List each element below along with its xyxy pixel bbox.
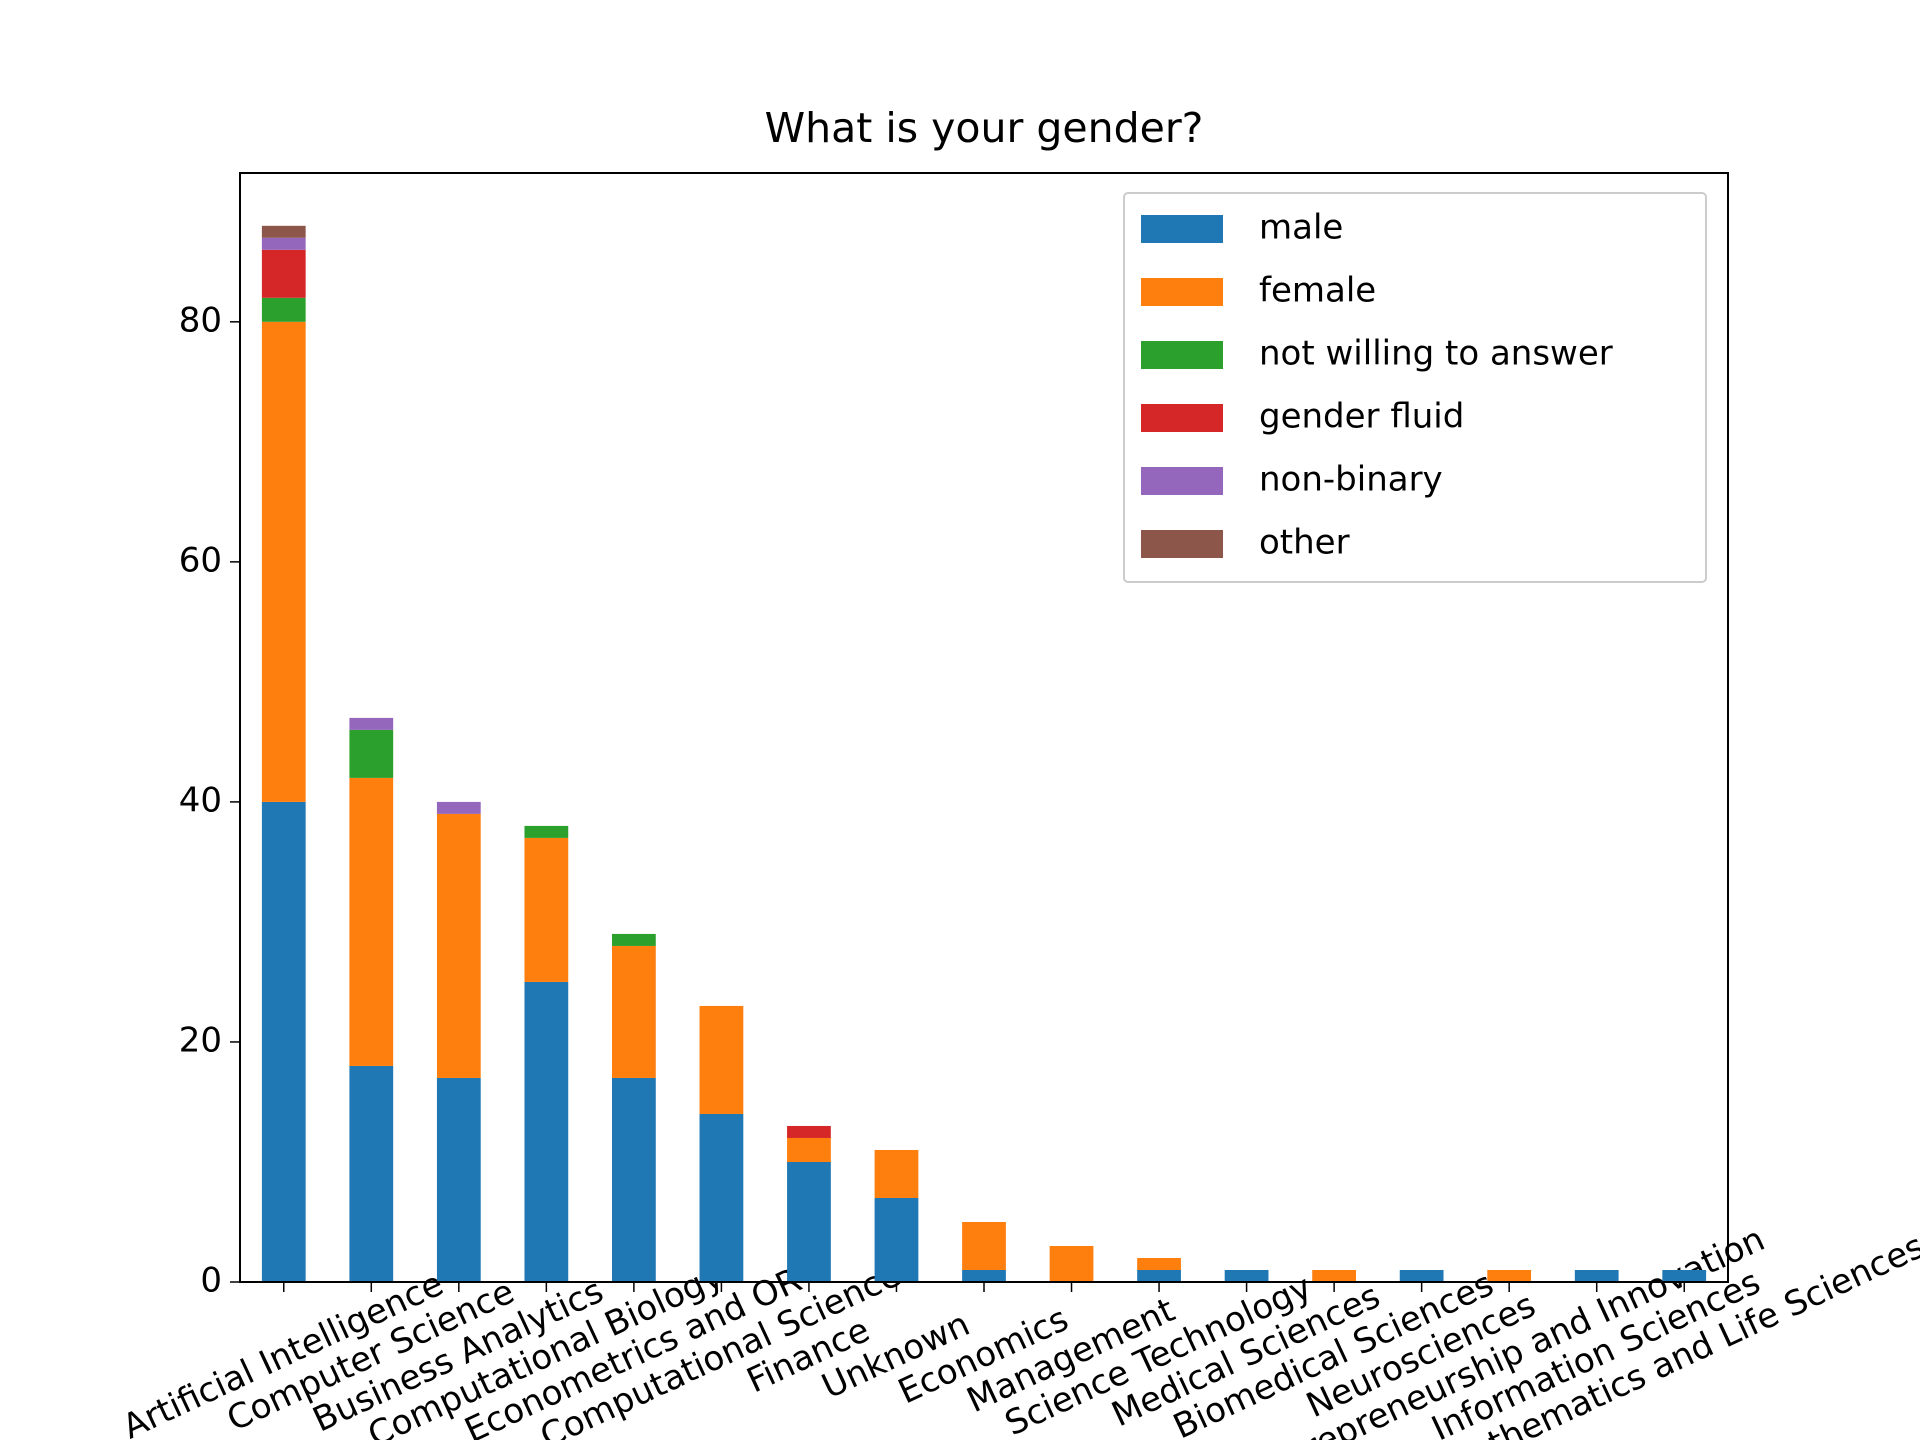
- bar-segment: [349, 1065, 394, 1282]
- legend-swatch: [1141, 341, 1223, 369]
- bar-segment: [874, 1197, 919, 1282]
- legend-label: female: [1259, 271, 1376, 311]
- legend-box: [1123, 192, 1707, 583]
- bar-segment: [1312, 1269, 1356, 1282]
- bar-segment: [436, 1077, 481, 1282]
- bar-segment: [261, 237, 306, 250]
- bar-segment: [1137, 1269, 1181, 1282]
- y-tick-label: 80: [179, 300, 222, 340]
- legend-label: non-binary: [1259, 460, 1443, 500]
- bar-segment: [1487, 1269, 1532, 1282]
- y-tick-label: 0: [200, 1261, 222, 1301]
- bar-segment: [699, 1113, 744, 1282]
- bar-segment: [524, 837, 569, 982]
- bar-segment: [261, 297, 306, 322]
- legend-swatch: [1141, 404, 1223, 432]
- bar-segment: [612, 933, 656, 946]
- bar-segment: [349, 717, 394, 730]
- legend-swatch: [1141, 215, 1223, 243]
- bar-segment: [261, 225, 306, 238]
- chart-title: What is your gender?: [765, 104, 1204, 152]
- bar-segment: [962, 1269, 1006, 1282]
- bar-segment: [1574, 1269, 1619, 1282]
- bar-segment: [612, 945, 656, 1078]
- bar-segment: [699, 1005, 744, 1114]
- legend-swatch: [1141, 530, 1223, 558]
- bar-segment: [349, 777, 394, 1066]
- bar-segment: [787, 1161, 831, 1282]
- legend-label: other: [1259, 523, 1350, 563]
- bar-segment: [1399, 1269, 1444, 1282]
- legend-label: male: [1259, 208, 1343, 248]
- bar-segment: [1662, 1269, 1707, 1282]
- bar-segment: [436, 813, 481, 1078]
- bar-segment: [1137, 1257, 1181, 1270]
- bar-segment: [1224, 1269, 1269, 1282]
- plot-frame: [239, 172, 1729, 1283]
- bar-segment: [261, 321, 306, 802]
- bar-segment: [787, 1125, 831, 1138]
- bar-segment: [349, 729, 394, 778]
- bar-segment: [524, 981, 569, 1282]
- bar-segment: [1049, 1245, 1094, 1282]
- bar-segment: [524, 825, 569, 838]
- bar-segment: [787, 1137, 831, 1162]
- bar-segment: [962, 1221, 1006, 1270]
- legend-swatch: [1141, 278, 1223, 306]
- legend-label: gender fluid: [1259, 397, 1464, 437]
- y-tick-label: 60: [179, 540, 222, 580]
- bar-segment: [261, 249, 306, 298]
- y-tick-label: 40: [179, 780, 222, 820]
- legend-label: not willing to answer: [1259, 334, 1613, 374]
- bar-segment: [874, 1149, 919, 1198]
- y-tick-label: 20: [179, 1020, 222, 1060]
- bar-segment: [261, 801, 306, 1282]
- bar-segment: [612, 1077, 656, 1282]
- legend-swatch: [1141, 467, 1223, 495]
- bar-segment: [436, 801, 481, 814]
